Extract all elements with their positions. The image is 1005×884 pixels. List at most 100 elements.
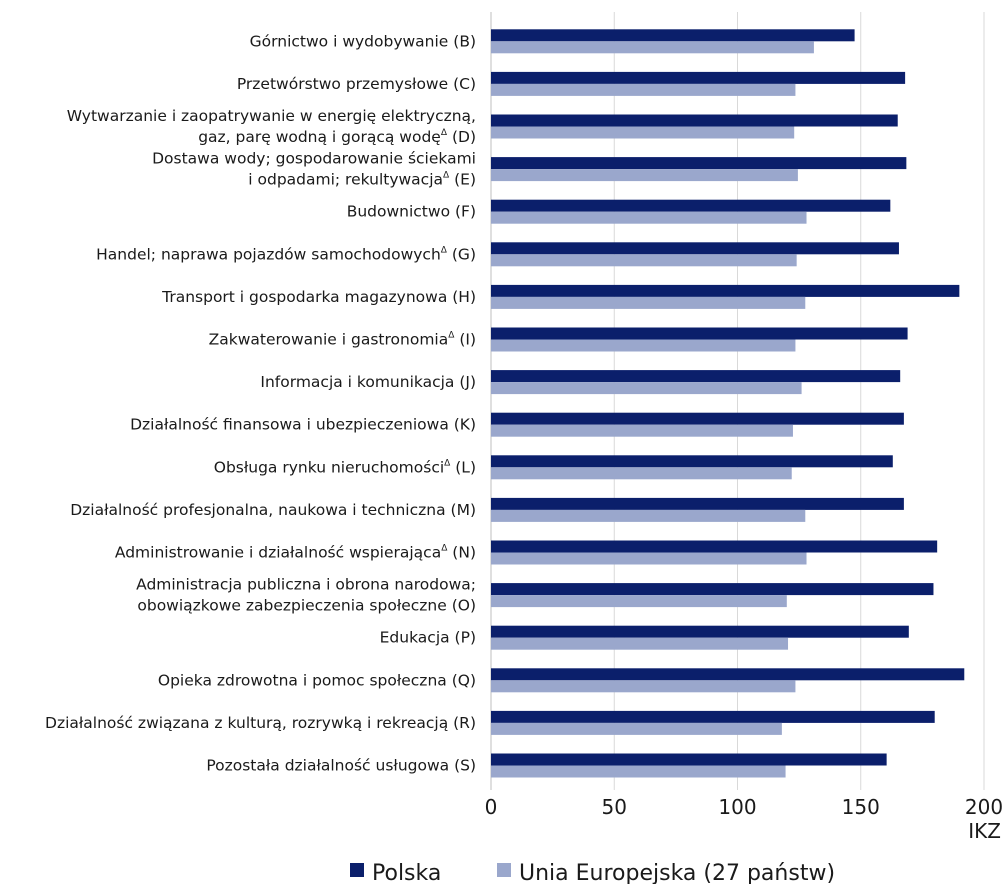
category-label: Edukacja (P) — [380, 629, 476, 647]
bar-polska — [491, 753, 887, 766]
bars — [491, 29, 965, 778]
x-tick-label: 150 — [842, 795, 880, 819]
category-label-text: (I) — [454, 331, 476, 349]
category-label-text: Administrowanie i działalność wspierając… — [115, 544, 441, 562]
bar-polska — [491, 583, 934, 596]
category-label-text: i odpadami; rekultywacja — [248, 171, 443, 189]
category-label-text: Edukacja (P) — [380, 629, 476, 647]
legend-swatch-ue27 — [497, 863, 511, 877]
bar-polska — [491, 625, 909, 638]
category-label-text: Wytwarzanie i zaopatrywanie w energię el… — [67, 107, 476, 125]
bar-polska — [491, 668, 965, 681]
bar-ue27 — [491, 126, 795, 139]
category-label-text: Zakwaterowanie i gastronomia — [209, 331, 449, 349]
category-label-text: Administracja publiczna i obrona narodow… — [136, 576, 476, 594]
category-label-text: Działalność finansowa i ubezpieczeniowa … — [130, 416, 476, 434]
category-label: Administrowanie i działalność wspierając… — [115, 544, 476, 562]
category-label: Pozostała działalność usługowa (S) — [206, 757, 476, 775]
category-label-text: Pozostała działalność usługowa (S) — [206, 757, 476, 775]
footnote-marker: Δ — [443, 171, 450, 181]
category-label-text: Górnictwo i wydobywanie (B) — [250, 32, 476, 50]
category-labels: Górnictwo i wydobywanie (B) Przetwórstwo … — [45, 32, 476, 774]
bar-ue27 — [491, 552, 807, 565]
category-label-text: Informacja i komunikacja (J) — [260, 373, 476, 391]
bar-polska — [491, 71, 906, 84]
category-label: Dostawa wody; gospodarowanie ściekami — [152, 150, 476, 168]
bar-ue27 — [491, 83, 796, 96]
bar-ue27 — [491, 765, 786, 778]
legend-swatch-polska — [350, 863, 364, 877]
category-label: Administracja publiczna i obrona narodow… — [136, 576, 476, 594]
category-label-text: Przetwórstwo przemysłowe (C) — [237, 75, 476, 93]
bar-ue27 — [491, 382, 802, 395]
bar-ue27 — [491, 424, 793, 437]
category-label-text: Działalność profesjonalna, naukowa i tec… — [70, 501, 476, 519]
category-label-text: Handel; naprawa pojazdów samochodowych — [96, 245, 441, 263]
x-axis-ticks: 0 50 100 150 200 — [485, 795, 1003, 819]
footnote-marker: Δ — [444, 458, 451, 468]
bar-polska — [491, 157, 907, 170]
gridlines — [490, 12, 985, 790]
category-label: Budownictwo (F) — [347, 203, 476, 221]
category-label-text: Opieka zdrowotna i pomoc społeczna (Q) — [158, 671, 476, 689]
category-label: Handel; naprawa pojazdów samochodowychΔ … — [96, 245, 476, 263]
category-label: Transport i gospodarka magazynowa (H) — [161, 288, 476, 306]
category-label-text: Działalność związana z kulturą, rozrywką… — [45, 714, 476, 732]
category-label: Zakwaterowanie i gastronomiaΔ (I) — [209, 331, 476, 349]
bar-ue27 — [491, 509, 806, 522]
bar-ue27 — [491, 637, 789, 650]
x-tick-label: 100 — [718, 795, 756, 819]
category-label: gaz, parę wodną i gorącą wodęΔ (D) — [198, 128, 476, 146]
bar-polska — [491, 284, 960, 297]
category-label: Obsługa rynku nieruchomościΔ (L) — [214, 458, 476, 476]
bar-polska — [491, 455, 893, 468]
category-label: Informacja i komunikacja (J) — [260, 373, 476, 391]
category-label-text: Budownictwo (F) — [347, 203, 476, 221]
category-label-text: Dostawa wody; gospodarowanie ściekami — [152, 150, 476, 168]
bar-polska — [491, 199, 891, 212]
bar-ue27 — [491, 296, 806, 309]
bar-polska — [491, 370, 901, 383]
bar-polska — [491, 29, 855, 42]
category-label-text: (E) — [449, 171, 476, 189]
legend-label-polska: Polska — [372, 861, 441, 884]
x-tick-label: 50 — [602, 795, 627, 819]
category-label-text: (L) — [450, 458, 476, 476]
footnote-marker: Δ — [441, 128, 448, 138]
category-label: Górnictwo i wydobywanie (B) — [250, 32, 476, 50]
category-label: Opieka zdrowotna i pomoc społeczna (Q) — [158, 671, 476, 689]
x-tick-label: 0 — [485, 795, 498, 819]
category-label-text: gaz, parę wodną i gorącą wodę — [198, 128, 441, 146]
bar-ue27 — [491, 467, 792, 480]
category-label-text: (D) — [447, 128, 476, 146]
legend: Polska Unia Europejska (27 państw) — [350, 861, 835, 884]
legend-label-ue27: Unia Europejska (27 państw) — [519, 861, 835, 884]
category-label: Przetwórstwo przemysłowe (C) — [237, 75, 476, 93]
category-label: Działalność finansowa i ubezpieczeniowa … — [130, 416, 476, 434]
bar-ue27 — [491, 595, 787, 608]
category-label: obowiązkowe zabezpieczenia społeczne (O) — [137, 597, 476, 615]
category-label-text: Transport i gospodarka magazynowa (H) — [161, 288, 476, 306]
bar-polska — [491, 242, 899, 255]
category-label-text: Obsługa rynku nieruchomości — [214, 458, 444, 476]
bar-polska — [491, 540, 938, 553]
bar-polska — [491, 497, 904, 510]
category-label: Działalność związana z kulturą, rozrywką… — [45, 714, 476, 732]
bar-ue27 — [491, 211, 807, 224]
category-label: i odpadami; rekultywacjaΔ (E) — [248, 171, 476, 189]
category-label-text: (G) — [447, 245, 476, 263]
bar-ue27 — [491, 254, 797, 267]
bar-polska — [491, 327, 908, 340]
bar-ue27 — [491, 339, 796, 352]
footnote-marker: Δ — [441, 544, 448, 554]
category-label: Działalność profesjonalna, naukowa i tec… — [70, 501, 476, 519]
category-label-text: obowiązkowe zabezpieczenia społeczne (O) — [137, 597, 476, 615]
footnote-marker: Δ — [441, 245, 448, 255]
category-label-text: (N) — [447, 544, 476, 562]
bar-ue27 — [491, 169, 798, 182]
footnote-marker: Δ — [448, 331, 455, 341]
bar-polska — [491, 412, 904, 425]
bar-polska — [491, 114, 898, 127]
x-tick-label: 200 — [965, 795, 1003, 819]
